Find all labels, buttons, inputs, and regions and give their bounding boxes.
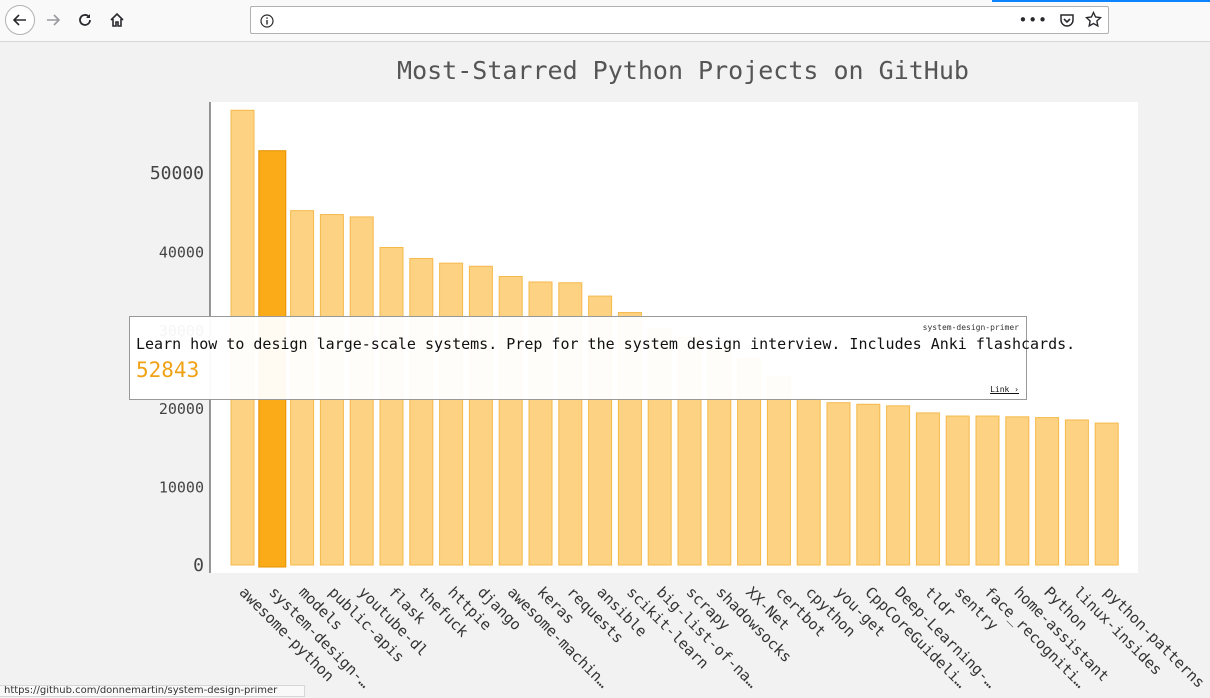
bar[interactable]: [856, 403, 881, 566]
forward-button[interactable]: [38, 5, 68, 35]
url-bar[interactable]: •••: [250, 6, 1109, 34]
bar[interactable]: [439, 262, 464, 566]
tooltip-description: Learn how to design large-scale systems.…: [136, 335, 1076, 353]
url-input[interactable]: [285, 10, 1029, 32]
tooltip-project-name: system-design-primer: [922, 323, 1019, 332]
bar[interactable]: [886, 405, 911, 566]
tooltip-link[interactable]: Link ›: [990, 385, 1019, 394]
home-button[interactable]: [102, 5, 132, 35]
back-button[interactable]: [5, 5, 35, 35]
bar[interactable]: [975, 415, 1000, 566]
y-tick-label: 50000: [150, 163, 204, 184]
bar[interactable]: [1035, 417, 1060, 566]
bar[interactable]: [1005, 416, 1030, 566]
bar[interactable]: [945, 415, 970, 566]
bar[interactable]: [766, 375, 791, 566]
bookmark-star-icon[interactable]: [1084, 10, 1103, 32]
bar[interactable]: [1094, 422, 1119, 566]
y-tick-label: 40000: [159, 243, 204, 261]
tooltip: system-design-primer Learn how to design…: [129, 316, 1075, 400]
bar[interactable]: [1064, 419, 1089, 566]
bar[interactable]: [826, 402, 851, 566]
pocket-icon[interactable]: [1059, 12, 1075, 32]
y-tick-label: 0: [193, 555, 204, 576]
bar[interactable]: [796, 398, 821, 566]
reload-button[interactable]: [70, 5, 100, 35]
info-icon[interactable]: [260, 13, 274, 32]
reload-icon: [79, 14, 91, 26]
browser-toolbar: •••: [0, 0, 1210, 42]
bar[interactable]: [468, 265, 493, 566]
more-actions-icon[interactable]: •••: [1018, 11, 1048, 29]
y-tick-label: 10000: [159, 479, 204, 497]
tooltip-value: 52843: [136, 358, 200, 382]
chart-title: Most-Starred Python Projects on GitHub: [397, 56, 969, 85]
arrow-right-icon: [47, 14, 61, 26]
x-axis-ticks: awesome-pythonsystem-design-…modelspubli…: [236, 583, 1209, 692]
arrow-left-icon: [12, 14, 26, 26]
loading-indicator: [992, 0, 1210, 2]
status-bar: https://github.com/donnemartin/system-de…: [0, 685, 305, 697]
bar[interactable]: [409, 257, 434, 566]
y-tick-label: 20000: [159, 400, 204, 418]
bar[interactable]: [379, 246, 404, 566]
home-icon: [110, 12, 124, 27]
bar[interactable]: [915, 412, 940, 566]
